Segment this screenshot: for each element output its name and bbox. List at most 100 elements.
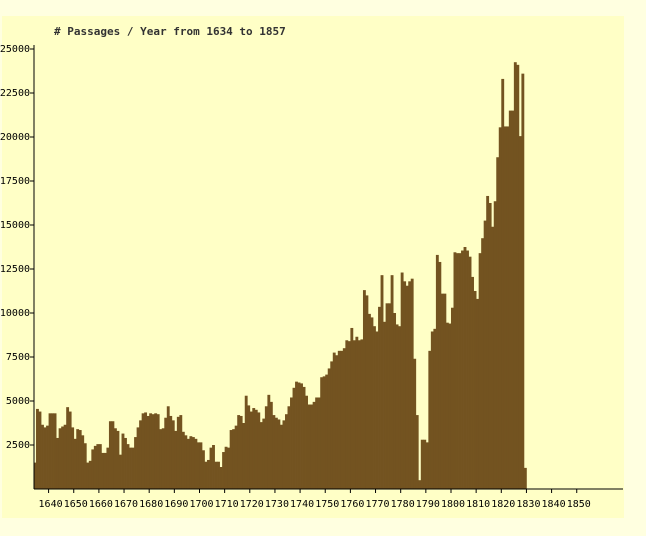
bar-1714 xyxy=(234,425,238,489)
bar-1699 xyxy=(196,442,200,489)
bar-1812 xyxy=(481,238,485,489)
y-tick-label-10000: 10000 xyxy=(0,308,30,319)
x-tick-label-1730: 1730 xyxy=(265,499,289,510)
bar-1824 xyxy=(511,110,515,489)
bar-1805 xyxy=(463,247,467,489)
bar-1712 xyxy=(229,430,233,489)
y-tick-label-25000: 25000 xyxy=(0,44,30,55)
bar-1731 xyxy=(277,419,281,489)
bar-1663 xyxy=(106,447,110,489)
bar-1645 xyxy=(61,426,65,489)
bar-1796 xyxy=(440,293,444,489)
bar-1748 xyxy=(320,377,324,489)
y-tick-label-5000: 5000 xyxy=(6,396,30,407)
bar-1686 xyxy=(164,417,168,489)
bar-1709 xyxy=(222,452,225,489)
bar-1790 xyxy=(425,442,429,489)
bar-1781 xyxy=(403,281,407,489)
x-tick-label-1680: 1680 xyxy=(139,499,163,510)
bar-1743 xyxy=(307,404,311,489)
bar-1667 xyxy=(116,430,120,489)
bar-1639 xyxy=(46,425,49,489)
x-tick-label-1760: 1760 xyxy=(340,499,364,510)
bar-1799 xyxy=(448,323,452,489)
bar-1756 xyxy=(340,350,344,489)
bar-1658 xyxy=(93,445,97,489)
bar-1650 xyxy=(73,438,77,489)
bar-1789 xyxy=(423,439,427,489)
x-tick-label-1740: 1740 xyxy=(290,499,314,510)
x-tick-label-1710: 1710 xyxy=(215,499,239,510)
bar-1725 xyxy=(262,418,266,489)
bar-1691 xyxy=(176,416,180,489)
bar-1776 xyxy=(390,275,394,489)
bar-1808 xyxy=(471,276,474,489)
bar-1648 xyxy=(68,411,72,489)
bar-1726 xyxy=(264,406,268,489)
bar-1753 xyxy=(332,352,336,489)
bar-1764 xyxy=(360,339,364,489)
bar-1695 xyxy=(186,438,190,489)
bar-1761 xyxy=(352,340,356,489)
bar-1736 xyxy=(290,397,293,489)
bar-1783 xyxy=(408,281,412,489)
x-tick-label-1840: 1840 xyxy=(542,499,566,510)
bar-1640 xyxy=(48,413,52,489)
bar-1651 xyxy=(76,429,80,489)
bar-1809 xyxy=(473,291,477,489)
bar-1813 xyxy=(483,220,487,489)
x-tick-label-1810: 1810 xyxy=(466,499,490,510)
bar-1763 xyxy=(357,340,361,489)
bar-1715 xyxy=(237,415,241,489)
bar-1792 xyxy=(430,331,434,489)
chart-title: # Passages / Year from 1634 to 1857 xyxy=(54,25,286,38)
bar-1822 xyxy=(506,126,510,489)
bar-1779 xyxy=(398,326,402,489)
bar-1707 xyxy=(217,461,220,489)
bar-1775 xyxy=(388,303,391,489)
bar-1710 xyxy=(224,446,228,489)
bar-1788 xyxy=(420,439,424,489)
bar-1793 xyxy=(433,328,437,489)
bar-1798 xyxy=(445,322,449,489)
bar-1718 xyxy=(244,395,248,489)
bar-1654 xyxy=(83,443,87,489)
bar-1794 xyxy=(435,254,439,489)
bar-1680 xyxy=(149,413,153,489)
x-tick-label-1660: 1660 xyxy=(89,499,113,510)
bar-1735 xyxy=(287,406,291,489)
bar-1828 xyxy=(521,73,525,489)
bar-1786 xyxy=(415,415,419,489)
bar-1662 xyxy=(103,452,107,489)
bar-1646 xyxy=(63,424,67,489)
y-tick-label-2500: 2500 xyxy=(6,440,30,451)
x-tick-label-1830: 1830 xyxy=(516,499,540,510)
bar-1713 xyxy=(232,429,236,489)
y-tick-label-17500: 17500 xyxy=(0,176,30,187)
y-tick-label-7500: 7500 xyxy=(6,352,30,363)
bar-1810 xyxy=(476,298,480,489)
bar-1819 xyxy=(498,127,502,489)
bar-1697 xyxy=(191,437,195,489)
bar-1766 xyxy=(365,295,369,489)
bar-1644 xyxy=(58,428,62,489)
bar-1698 xyxy=(194,438,198,489)
bar-1693 xyxy=(181,431,185,489)
bar-1724 xyxy=(259,422,263,489)
bar-1670 xyxy=(124,437,127,489)
bar-1801 xyxy=(453,252,457,489)
bar-1795 xyxy=(438,261,442,489)
bar-1683 xyxy=(156,414,160,489)
bar-1780 xyxy=(400,272,404,489)
bar-1738 xyxy=(295,381,298,489)
bar-1772 xyxy=(380,275,384,489)
bar-1666 xyxy=(113,428,117,489)
bar-1673 xyxy=(131,447,135,489)
bar-1665 xyxy=(111,421,115,489)
bar-1740 xyxy=(300,383,303,489)
bar-1700 xyxy=(199,442,203,489)
bar-1705 xyxy=(212,445,215,489)
bar-1827 xyxy=(518,136,522,489)
bar-1826 xyxy=(516,64,520,489)
bar-1678 xyxy=(144,412,148,489)
